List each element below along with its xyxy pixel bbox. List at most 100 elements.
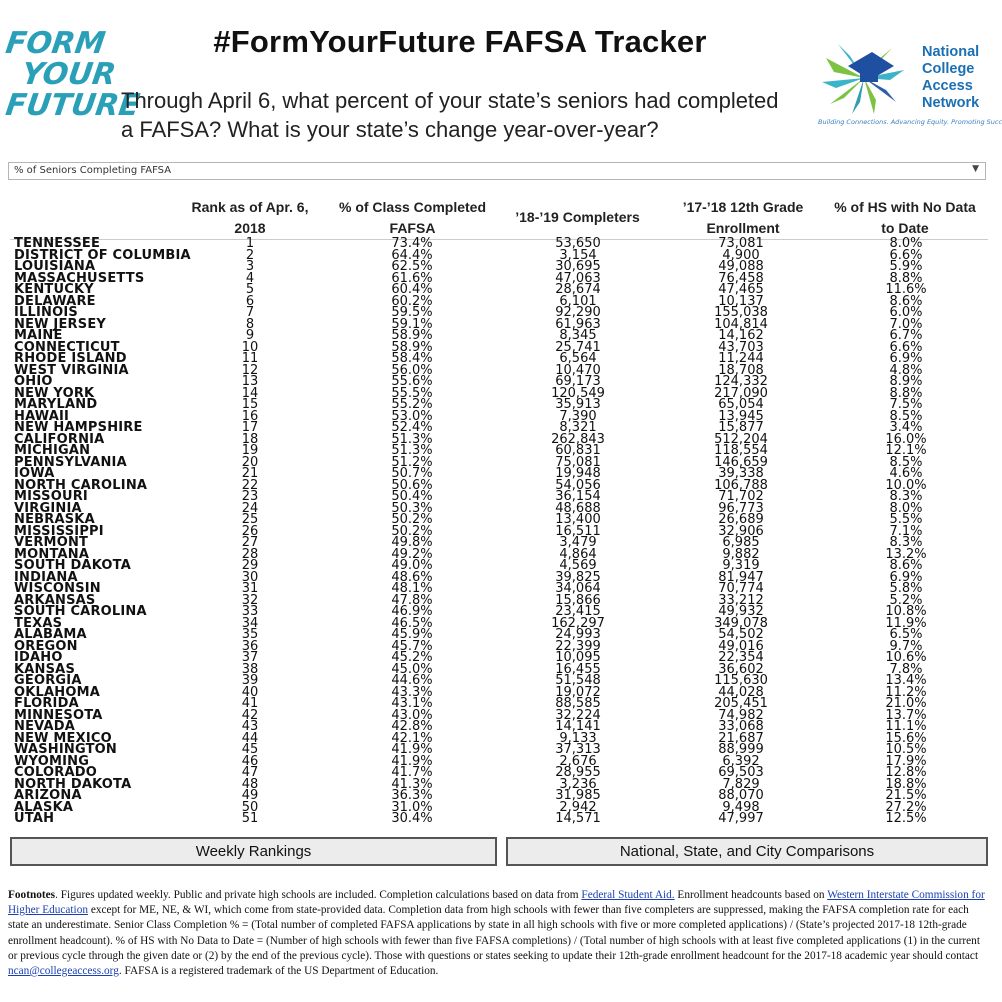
pct-completed-cell: 50.7% bbox=[391, 466, 433, 481]
rank-cell: 11 bbox=[241, 351, 259, 366]
state-name: LOUISIANA bbox=[14, 259, 96, 274]
completers-cell: 36,154 bbox=[555, 489, 601, 504]
comparisons-button[interactable]: National, State, and City Comparisons bbox=[506, 837, 988, 866]
rank-cell: 2 bbox=[245, 247, 255, 263]
no-data-cell: 11.1% bbox=[885, 719, 927, 734]
table-row: WASHINGTON 45 41.9% 37,313 88,999 10.5% bbox=[14, 742, 994, 757]
enrollment-cell: 10,137 bbox=[718, 293, 764, 309]
header-nodata-line-1: % of HS with No Data bbox=[834, 199, 976, 215]
enrollment-cell: 47,997 bbox=[718, 811, 764, 826]
enrollment-cell: 6,392 bbox=[722, 753, 760, 769]
table-row: ALABAMA 35 45.9% 24,993 54,502 6.5% bbox=[14, 627, 994, 642]
no-data-cell: 12.8% bbox=[885, 765, 927, 780]
ncan-email-link[interactable]: ncan@collegeaccess.org bbox=[8, 965, 119, 978]
completers-cell: 8,321 bbox=[559, 420, 597, 435]
metric-select[interactable]: % of Seniors Completing FAFSA ▼ bbox=[8, 162, 986, 180]
table-row: MASSACHUSETTS 4 61.6% 47,063 76,458 8.8% bbox=[14, 271, 994, 286]
state-name: ALABAMA bbox=[14, 627, 87, 642]
pct-completed-cell: 58.4% bbox=[391, 351, 433, 366]
completers-cell: 4,569 bbox=[559, 558, 597, 573]
enrollment-cell: 106,788 bbox=[714, 477, 768, 493]
rank-cell: 50 bbox=[241, 799, 259, 815]
header-completers[interactable]: ’18-’19 Completers bbox=[500, 207, 655, 228]
chevron-down-icon[interactable]: ▼ bbox=[972, 164, 979, 174]
table-row: LOUISIANA 3 62.5% 30,695 49,088 5.9% bbox=[14, 259, 994, 274]
header-rank-line-2: 2018 bbox=[234, 220, 266, 236]
no-data-cell: 17.9% bbox=[885, 753, 927, 769]
enrollment-cell: 43,703 bbox=[718, 339, 764, 355]
rank-cell: 38 bbox=[241, 661, 259, 677]
completers-cell: 25,741 bbox=[555, 339, 601, 355]
state-name: IDAHO bbox=[14, 650, 63, 665]
pct-completed-cell: 41.9% bbox=[391, 753, 433, 769]
no-data-cell: 8.3% bbox=[889, 535, 923, 550]
table-row: FLORIDA 41 43.1% 88,585 205,451 21.0% bbox=[14, 696, 994, 711]
table-row: NORTH DAKOTA 48 41.3% 3,236 7,829 18.8% bbox=[14, 777, 994, 792]
state-name: NEVADA bbox=[14, 719, 76, 734]
rank-cell: 34 bbox=[241, 615, 259, 631]
logo-word-form: FORM bbox=[3, 26, 108, 61]
pct-completed-cell: 42.8% bbox=[391, 719, 433, 734]
state-name: ARIZONA bbox=[14, 788, 82, 803]
table-row: HAWAII 16 53.0% 7,390 13,945 8.5% bbox=[14, 409, 994, 424]
no-data-cell: 6.7% bbox=[889, 328, 923, 343]
completers-cell: 60,831 bbox=[555, 443, 601, 458]
enrollment-cell: 74,982 bbox=[718, 707, 764, 723]
table-row: GEORGIA 39 44.6% 51,548 115,630 13.4% bbox=[14, 673, 994, 688]
pct-completed-cell: 60.2% bbox=[391, 293, 433, 309]
completers-cell: 51,548 bbox=[555, 673, 601, 688]
header-rank-line-1: Rank as of Apr. 6, bbox=[191, 199, 309, 215]
completers-cell: 28,674 bbox=[555, 282, 601, 297]
enrollment-cell: 14,162 bbox=[718, 328, 764, 343]
table-row: ARIZONA 49 36.3% 31,985 88,070 21.5% bbox=[14, 788, 994, 803]
pct-completed-cell: 51.2% bbox=[391, 454, 433, 470]
no-data-cell: 12.5% bbox=[885, 811, 927, 826]
wiche-link[interactable]: Western Interstate Commission for Higher… bbox=[8, 889, 985, 917]
enrollment-cell: 32,906 bbox=[718, 523, 764, 539]
weekly-rankings-button[interactable]: Weekly Rankings bbox=[10, 837, 497, 866]
pct-completed-cell: 41.9% bbox=[391, 742, 433, 757]
rank-cell: 14 bbox=[241, 385, 259, 401]
rank-cell: 23 bbox=[241, 489, 259, 504]
state-name: PENNSYLVANIA bbox=[14, 454, 127, 470]
subtitle-line-2: a FAFSA? What is your state’s change yea… bbox=[121, 117, 659, 142]
state-name: NORTH CAROLINA bbox=[14, 477, 148, 493]
header-pct-completed[interactable]: % of Class Completed FAFSA bbox=[330, 197, 495, 239]
state-name: FLORIDA bbox=[14, 696, 79, 711]
metric-select-value: % of Seniors Completing FAFSA bbox=[14, 165, 172, 176]
completers-cell: 19,948 bbox=[555, 466, 601, 481]
enrollment-cell: 104,814 bbox=[714, 316, 768, 332]
no-data-cell: 3.4% bbox=[889, 420, 923, 435]
pct-completed-cell: 49.0% bbox=[391, 558, 433, 573]
rank-cell: 7 bbox=[245, 305, 255, 320]
table-row: KANSAS 38 45.0% 16,455 36,602 7.8% bbox=[14, 661, 994, 677]
header-enrollment[interactable]: ’17-’18 12th Grade Enrollment bbox=[663, 197, 823, 239]
header-rank[interactable]: Rank as of Apr. 6, 2018 bbox=[175, 197, 325, 239]
state-name: DISTRICT OF COLUMBIA bbox=[14, 247, 191, 263]
completers-cell: 39,825 bbox=[555, 569, 601, 585]
enrollment-cell: 39,338 bbox=[718, 466, 764, 481]
table-row: UTAH 51 30.4% 14,571 47,997 12.5% bbox=[14, 811, 994, 826]
enrollment-cell: 47,465 bbox=[718, 282, 764, 297]
header-no-data[interactable]: % of HS with No Data to Date bbox=[825, 197, 985, 239]
completers-cell: 24,993 bbox=[555, 627, 601, 642]
table-row: IDAHO 37 45.2% 10,095 22,354 10.6% bbox=[14, 650, 994, 665]
enrollment-cell: 36,602 bbox=[718, 661, 764, 677]
ncan-wordmark: National College Access Network bbox=[922, 44, 979, 112]
enrollment-cell: 349,078 bbox=[714, 615, 768, 631]
rank-cell: 22 bbox=[241, 477, 259, 493]
rank-cell: 18 bbox=[241, 431, 259, 447]
pct-completed-cell: 50.3% bbox=[391, 500, 433, 516]
state-name: TENNESSEE bbox=[14, 236, 101, 251]
header-enroll-line-1: ’17-’18 12th Grade bbox=[682, 199, 804, 215]
no-data-cell: 5.2% bbox=[889, 592, 923, 608]
enrollment-cell: 44,028 bbox=[718, 684, 764, 700]
federal-student-aid-link[interactable]: Federal Student Aid. bbox=[581, 889, 675, 901]
state-name: CONNECTICUT bbox=[14, 339, 120, 355]
enrollment-cell: 71,702 bbox=[718, 489, 764, 504]
table-row: WEST VIRGINIA 12 56.0% 10,470 18,708 4.8% bbox=[14, 363, 994, 378]
completers-cell: 2,676 bbox=[559, 753, 597, 769]
rank-cell: 20 bbox=[241, 454, 259, 470]
rank-cell: 37 bbox=[241, 650, 259, 665]
rank-cell: 24 bbox=[241, 500, 259, 516]
